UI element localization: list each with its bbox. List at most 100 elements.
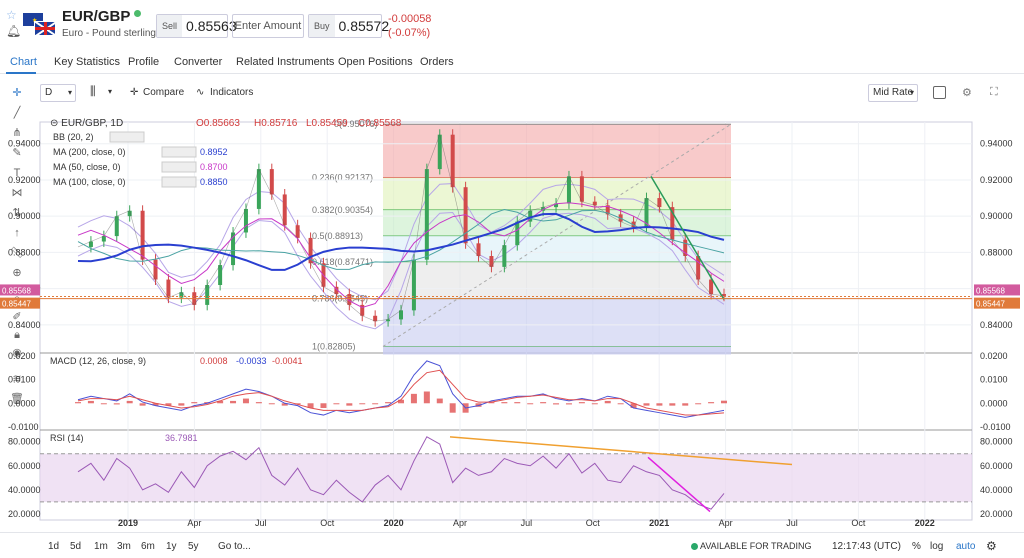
compare-button[interactable]: Compare (143, 87, 185, 98)
macd-histogram-bar (333, 403, 340, 405)
auto-scale-toggle[interactable]: auto (956, 541, 976, 552)
eye-icon[interactable]: ◉ (12, 347, 22, 359)
macd-histogram-bar (514, 402, 521, 404)
ruler-icon[interactable]: 📏︎ (10, 247, 24, 259)
last-price-tag-right (974, 284, 1020, 296)
candle-style-icon[interactable]: ⫼ (90, 84, 96, 98)
draw-mode-icon[interactable]: ✐ (12, 311, 22, 323)
indicators-button[interactable]: Indicators (210, 87, 254, 98)
candle-body (709, 279, 714, 295)
macd-histogram-bar (191, 402, 198, 404)
tab-profile[interactable]: Profile (128, 56, 160, 68)
macd-y-tick-right: 0.0000 (980, 398, 1008, 408)
range-5d[interactable]: 5d (70, 541, 82, 552)
tab-related-instruments[interactable]: Related Instruments (236, 56, 335, 68)
rsi-trendline-orange (449, 436, 793, 466)
candle-body (579, 176, 584, 202)
log-scale-toggle[interactable]: log (930, 541, 944, 552)
percent-scale-toggle[interactable]: % (912, 541, 921, 552)
sell-label: Sell (157, 15, 183, 37)
y-tick-label-left: 0.88000 (8, 247, 41, 257)
range-1m[interactable]: 1m (94, 541, 108, 552)
arrow-up-icon[interactable]: ↑ (14, 227, 20, 239)
macd-histogram-bar (501, 402, 508, 404)
lock-icon[interactable]: 🔒︎ (14, 329, 20, 341)
x-tick-label: Apr (719, 518, 733, 528)
layers-icon[interactable]: ≋ (12, 373, 22, 385)
macd-y-tick-right: 0.0100 (980, 375, 1008, 385)
candle-body (347, 294, 352, 305)
settings-gear-icon[interactable]: ⚙ (962, 87, 972, 99)
zoom-icon[interactable]: ⊕ (12, 267, 22, 279)
goto-date-button[interactable]: Go to... (218, 541, 251, 552)
macd-histogram-bar (553, 403, 560, 405)
buy-button[interactable]: Buy 0.85572 (308, 14, 389, 38)
sell-button[interactable]: Sell 0.85563 (156, 14, 237, 38)
buy-price: 0.85572 (338, 18, 390, 34)
range-1y[interactable]: 1y (166, 541, 177, 552)
candle-body (140, 210, 145, 260)
rsi-y-tick-left: 20.0000 (8, 509, 41, 519)
macd-line (77, 360, 725, 418)
indicator-legend-name: MA (200, close, 0) (53, 147, 126, 157)
candle-body (373, 315, 378, 322)
amount-input[interactable]: Enter Amount (232, 14, 304, 38)
sell-price: 0.85563 (186, 18, 237, 34)
macd-histogram-bar (436, 398, 443, 404)
bell-icon[interactable]: 🔔︎ (6, 24, 22, 38)
macd-histogram-bar (320, 403, 327, 408)
range-1d[interactable]: 1d (48, 541, 60, 552)
trend-line-icon[interactable]: ╱ (13, 107, 21, 119)
instrument-symbol: EUR/GBP (62, 8, 131, 25)
candle-body (218, 265, 223, 285)
last-price-tag-right-text: 0.85568 (976, 286, 1005, 295)
brush-icon[interactable]: ✎ (12, 147, 22, 159)
range-6m[interactable]: 6m (141, 541, 155, 552)
range-3m[interactable]: 3m (117, 541, 131, 552)
tab-converter[interactable]: Converter (174, 56, 223, 68)
candle-body (489, 256, 494, 267)
indicator-controls (161, 146, 197, 158)
settings-gear-icon[interactable]: ⚙ (986, 539, 997, 553)
trash-icon[interactable]: 🗑︎ (10, 393, 24, 405)
tab-open-positions[interactable]: Open Positions (338, 56, 413, 68)
bollinger-lower-line (77, 212, 725, 330)
price-type-select[interactable]: Mid Rate ▾ (868, 84, 918, 102)
x-tick-label: Oct (851, 518, 866, 528)
toggle-checkbox[interactable] (933, 86, 946, 99)
rsi-trendline-magenta (647, 456, 711, 513)
interval-select[interactable]: D ▾ (40, 84, 76, 102)
tab-chart[interactable]: Chart (10, 56, 37, 68)
candle-body (88, 241, 93, 247)
tab-key-statistics[interactable]: Key Statistics (54, 56, 121, 68)
candle-body (114, 216, 119, 237)
price-chart[interactable]: 2019 Apr Jul Oct 2020 Apr Jul Oct 2021 Apr Jul Oct 2… (0, 110, 1024, 530)
macd-histogram-bar (656, 403, 663, 406)
crosshair-icon[interactable]: ✛ (12, 87, 22, 99)
macd-histogram-bar (669, 403, 676, 406)
tab-orders[interactable]: Orders (420, 56, 454, 68)
text-tool-icon[interactable]: T (13, 167, 21, 179)
candle-body (515, 221, 520, 246)
candle-body (282, 194, 287, 226)
macd-histogram-bar (604, 400, 611, 404)
star-icon[interactable]: ☆ (6, 8, 17, 22)
y-tick-label-right: 0.88000 (980, 247, 1013, 257)
pattern-icon[interactable]: ⋈ (11, 187, 23, 199)
macd-legend-value: -0.0033 (236, 356, 267, 366)
candle-body (101, 236, 106, 242)
chart-footer: 1d 5d 1m 3m 6m 1y 5y Go to... AVAILABLE … (0, 532, 1024, 558)
x-tick-label: Apr (187, 518, 201, 528)
pitchfork-icon[interactable]: ⋔ (12, 127, 22, 139)
rsi-y-tick-left: 60.0000 (8, 461, 41, 471)
macd-y-tick-left: 0.0100 (8, 375, 36, 385)
range-5y[interactable]: 5y (188, 541, 199, 552)
chevron-down-icon[interactable]: ▾ (108, 87, 113, 96)
rsi-y-tick-right: 80.0000 (980, 437, 1013, 447)
projection-icon[interactable]: ⇅ (12, 207, 22, 219)
last-price-tag-left-text: 0.85568 (2, 286, 31, 295)
macd-histogram-bar (307, 403, 314, 408)
fullscreen-icon[interactable]: ⛶ (990, 86, 998, 98)
macd-histogram-bar (178, 403, 185, 406)
indicator-controls (161, 176, 197, 188)
